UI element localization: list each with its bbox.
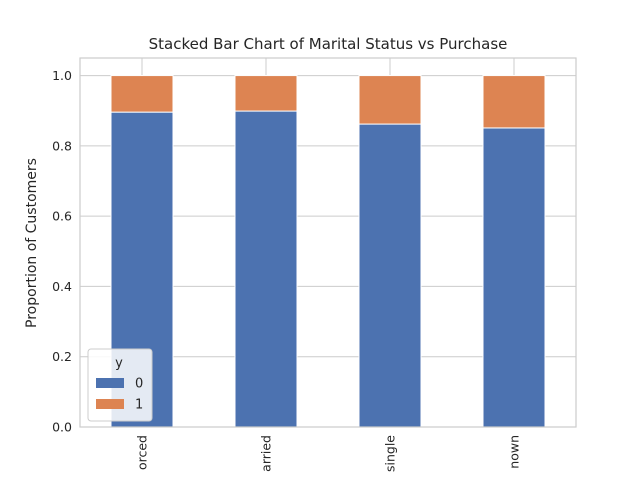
legend: y0 1	[87, 348, 153, 422]
bars	[110, 75, 546, 428]
bar-segment-series-1	[234, 75, 298, 112]
bar-segment-series-1	[482, 75, 546, 129]
plot-border	[79, 57, 577, 428]
plot-frame	[79, 57, 577, 428]
legend-label-0: 0	[135, 377, 143, 392]
x-tick-label: orced	[135, 435, 150, 470]
legend-swatch-0	[96, 378, 124, 388]
y-tick-label: 0.6	[52, 209, 72, 224]
legend-label-1: 1	[135, 398, 143, 413]
chart-title: Stacked Bar Chart of Marital Status vs P…	[149, 35, 508, 53]
x-tick-label: single	[383, 435, 398, 472]
x-tick-label: nown	[507, 435, 522, 469]
y-tick-label: 0.4	[52, 279, 72, 294]
legend-swatch-1	[96, 399, 124, 409]
bar-segment-series-0	[234, 110, 298, 428]
bar-segment-series-1	[110, 75, 174, 113]
y-tick-label: 0.8	[52, 138, 72, 153]
bar-segment-series-1	[358, 75, 422, 125]
legend-title: y	[115, 356, 123, 371]
y-axis-label: Proportion of Customers	[24, 158, 40, 328]
y-tick-label: 0.0	[52, 420, 72, 435]
x-tick-label: arried	[259, 435, 274, 472]
y-tick-label: 0.2	[52, 349, 72, 364]
bar-segment-series-0	[482, 127, 546, 428]
tick-labels: 0.0 0.2 0.4 0.6 0.8 1.0 orced arried single nown	[52, 68, 521, 472]
y-tick-label: 1.0	[52, 68, 72, 83]
bar-segment-series-0	[358, 123, 422, 428]
